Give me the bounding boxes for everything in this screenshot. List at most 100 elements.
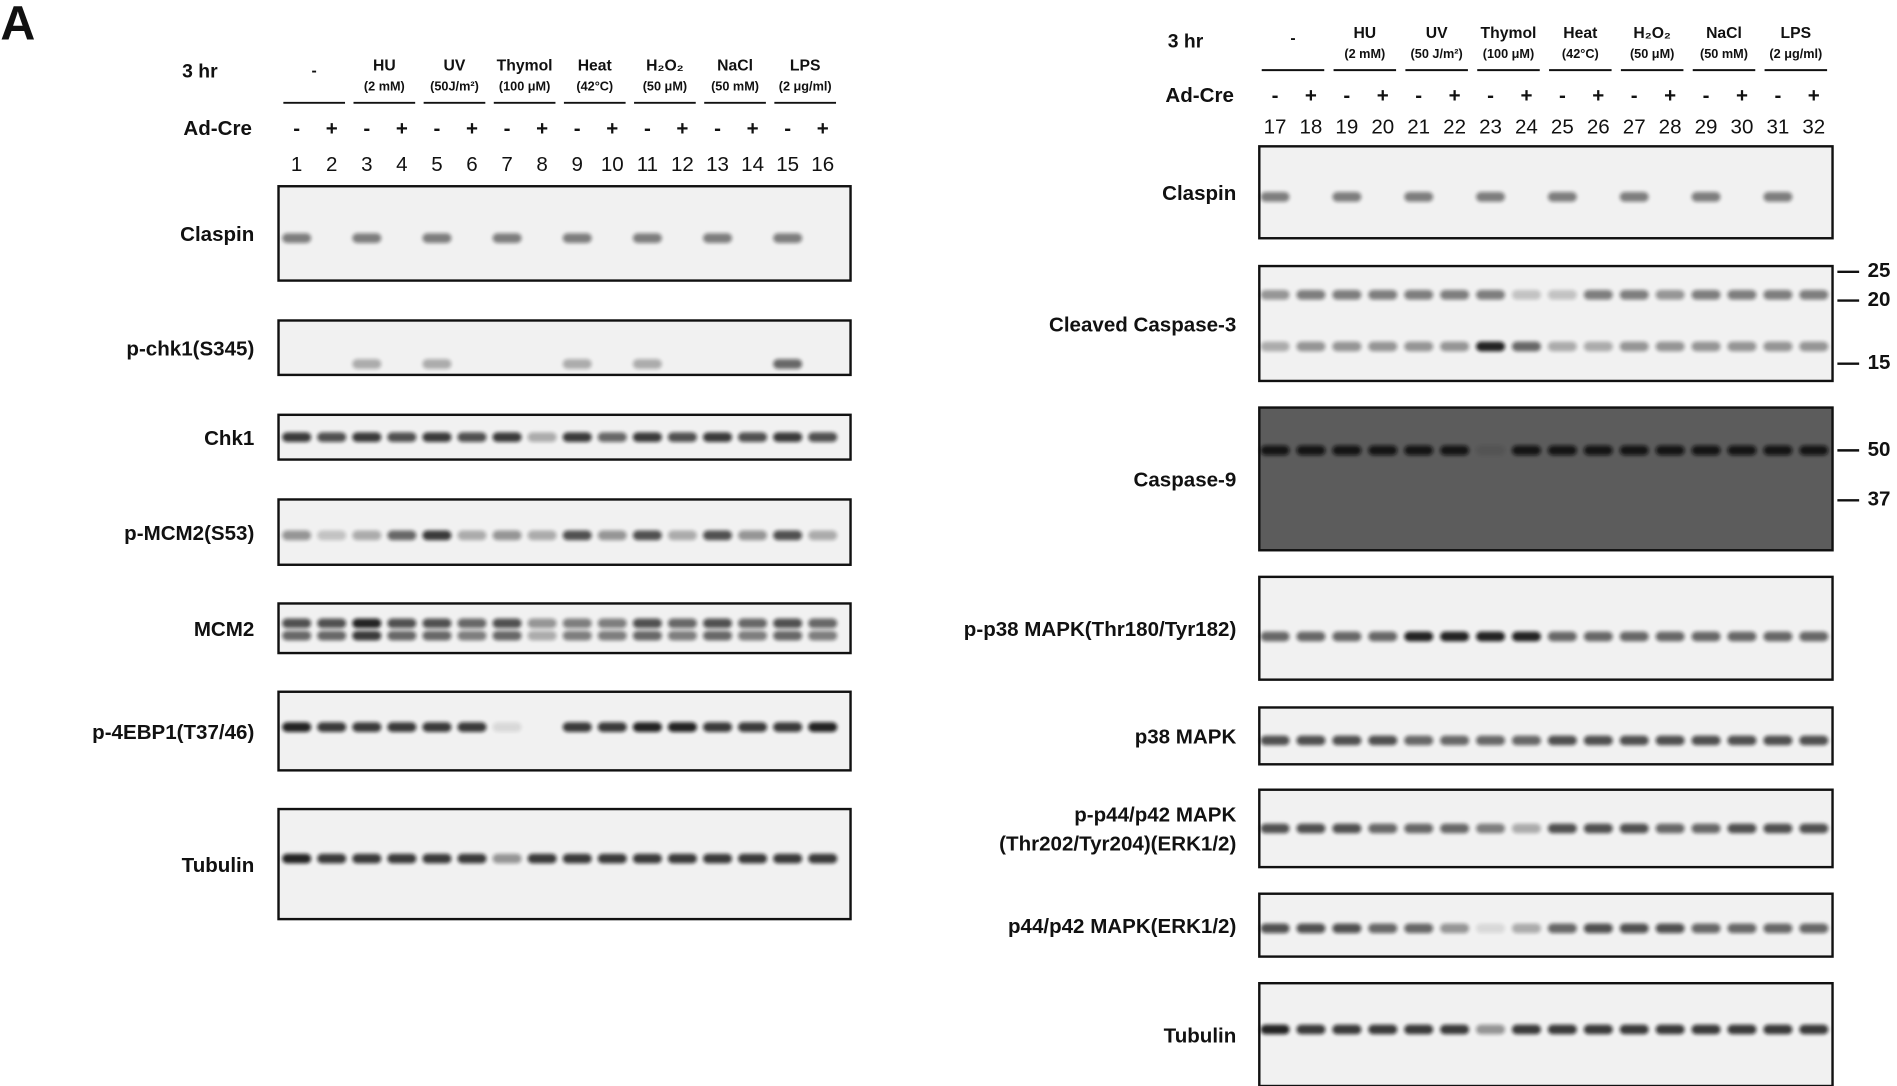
treatment-dose: (42°C) (576, 79, 613, 93)
band (387, 432, 417, 443)
treatment-name: - (1290, 30, 1295, 47)
band (387, 630, 417, 641)
treatment-name: NaCl (717, 58, 753, 75)
band (1296, 923, 1326, 934)
band (492, 618, 522, 629)
band (1368, 341, 1398, 352)
band (808, 853, 838, 864)
band (597, 630, 627, 641)
treatment-name: H₂O₂ (646, 58, 684, 75)
band (1619, 631, 1649, 642)
band (738, 618, 768, 629)
treatment-name: UV (444, 58, 466, 75)
lane-number: 1 (291, 153, 302, 176)
band (1296, 445, 1326, 456)
band (422, 853, 452, 864)
band (492, 530, 522, 541)
band (597, 432, 627, 443)
band (1476, 445, 1506, 456)
sign: + (466, 117, 478, 140)
lane-number: 12 (671, 153, 694, 176)
band (492, 722, 522, 732)
band (703, 618, 733, 629)
treatment-dose: (2 mM) (364, 79, 405, 93)
band (1727, 631, 1757, 642)
band (317, 618, 347, 629)
band (667, 432, 697, 443)
band (1655, 1024, 1685, 1035)
band (1511, 445, 1541, 456)
lane-number: 6 (466, 153, 477, 176)
band (317, 722, 347, 732)
band (738, 853, 768, 864)
sign: - (293, 117, 300, 140)
band (1655, 923, 1685, 934)
lane-number: 11 (637, 153, 658, 176)
lane-number: 18 (1300, 116, 1323, 139)
band (1476, 631, 1506, 642)
sign: + (817, 117, 829, 140)
treatment-dose: (50 mM) (1700, 47, 1748, 61)
band (1799, 289, 1829, 300)
blot-label: Cleaved Caspase-3 (1049, 313, 1236, 336)
lane-number: 14 (741, 153, 764, 176)
band (1476, 289, 1506, 300)
treatment-dose: (50J/m²) (430, 79, 479, 93)
band (1511, 823, 1541, 834)
band (597, 853, 627, 864)
band (703, 853, 733, 864)
lane-number: 23 (1479, 116, 1502, 139)
lane-number: 2 (326, 153, 337, 176)
band (1368, 823, 1398, 834)
sign: + (1808, 84, 1820, 107)
band (457, 853, 487, 864)
lane-number: 10 (601, 153, 624, 176)
sign: - (1774, 84, 1781, 107)
band (773, 233, 803, 243)
band (457, 630, 487, 641)
sign: + (536, 117, 548, 140)
lane-number: 26 (1587, 116, 1610, 139)
band (632, 530, 662, 541)
blot-label: Claspin (1162, 182, 1236, 205)
band (1763, 735, 1793, 746)
blot-label: p38 MAPK (1135, 726, 1237, 749)
band (1368, 289, 1398, 300)
treatment-dose: (50 mM) (711, 79, 759, 93)
lane-number: 21 (1407, 116, 1430, 139)
sign: + (1736, 84, 1748, 107)
band (632, 618, 662, 629)
band (1727, 289, 1757, 300)
band (1440, 445, 1470, 456)
band (492, 853, 522, 864)
band (773, 722, 803, 732)
treatment-name: Thymol (497, 58, 553, 75)
band (1511, 923, 1541, 934)
blot (1258, 406, 1834, 552)
marker-label: 37 (1868, 488, 1891, 511)
band (1655, 289, 1685, 300)
band (1583, 289, 1613, 300)
lane-number: 17 (1264, 116, 1287, 139)
band (1440, 735, 1470, 746)
band (1583, 341, 1613, 352)
band (1547, 1024, 1577, 1035)
band (1404, 445, 1434, 456)
band (1440, 631, 1470, 642)
band (1260, 923, 1290, 934)
sign: - (714, 117, 721, 140)
band (667, 722, 697, 732)
sign: - (784, 117, 791, 140)
band (1476, 192, 1506, 202)
marker-label: 25 (1868, 259, 1891, 282)
treatment-dose: (100 μM) (499, 79, 550, 93)
sign: + (606, 117, 618, 140)
band (1440, 289, 1470, 300)
blot-label: p-p38 MAPK(Thr180/Tyr182) (964, 618, 1237, 641)
band (1799, 341, 1829, 352)
band (352, 630, 382, 641)
band (1799, 445, 1829, 456)
band (1583, 735, 1613, 746)
sign: - (1272, 84, 1279, 107)
